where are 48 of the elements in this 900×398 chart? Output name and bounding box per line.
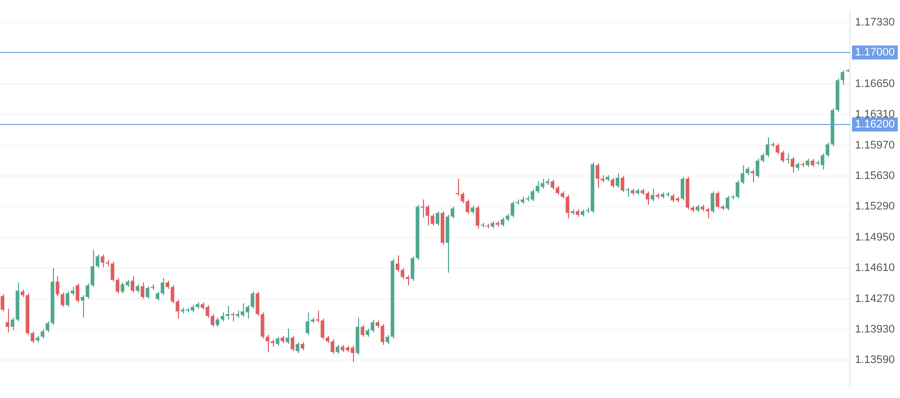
candlestick bbox=[650, 188, 654, 202]
candlestick bbox=[56, 276, 60, 297]
y-tick-label: 1.13590 bbox=[855, 354, 895, 366]
candlestick bbox=[286, 328, 290, 344]
candlestick bbox=[646, 190, 650, 206]
candlestick bbox=[616, 172, 620, 188]
y-tick-label: 1.15630 bbox=[855, 170, 895, 182]
candlestick bbox=[620, 175, 624, 193]
candlestick bbox=[6, 308, 10, 333]
y-tick-label: 1.16310 bbox=[855, 108, 895, 121]
candlestick bbox=[790, 156, 794, 173]
candlestick bbox=[76, 282, 80, 303]
candlestick bbox=[216, 317, 220, 328]
candlestick bbox=[626, 187, 630, 198]
candlestick bbox=[140, 282, 144, 300]
y-tick-label: 1.14950 bbox=[855, 231, 895, 244]
candlestick bbox=[336, 344, 340, 354]
candlestick bbox=[330, 338, 334, 354]
candlestick bbox=[130, 276, 134, 293]
candlestick bbox=[60, 292, 64, 308]
y-tick-label: 1.13930 bbox=[855, 324, 895, 336]
y-tick-label: 1.17330 bbox=[855, 16, 895, 28]
candlestick bbox=[230, 312, 234, 322]
y-tick-label: 1.15290 bbox=[855, 200, 895, 213]
candlestick bbox=[680, 176, 684, 201]
candlestick bbox=[370, 319, 374, 333]
candlestick bbox=[226, 306, 230, 320]
candlestick bbox=[276, 336, 280, 346]
y-tick-label: 1.14270 bbox=[855, 292, 895, 305]
ref-line-label: 1.17000 bbox=[855, 46, 895, 59]
candlestick bbox=[750, 169, 754, 183]
candlestick bbox=[786, 152, 790, 164]
candlestick bbox=[436, 210, 440, 226]
candlestick bbox=[290, 335, 294, 352]
candlestick bbox=[380, 324, 384, 346]
candlestick bbox=[566, 194, 570, 219]
candlestick bbox=[360, 324, 364, 338]
y-tick-label: 1.14610 bbox=[855, 262, 895, 274]
y-tick-label: 1.16650 bbox=[855, 78, 895, 90]
candlestick bbox=[610, 177, 614, 188]
candlestick bbox=[710, 190, 714, 214]
candlestick bbox=[0, 294, 4, 312]
ref-line-label: 1.16200 bbox=[855, 118, 895, 131]
y-tick-label: 1.15970 bbox=[855, 139, 895, 152]
candlestick bbox=[146, 286, 150, 300]
candlestick bbox=[476, 205, 480, 229]
candlestick bbox=[706, 207, 710, 219]
candlestick bbox=[296, 342, 300, 354]
